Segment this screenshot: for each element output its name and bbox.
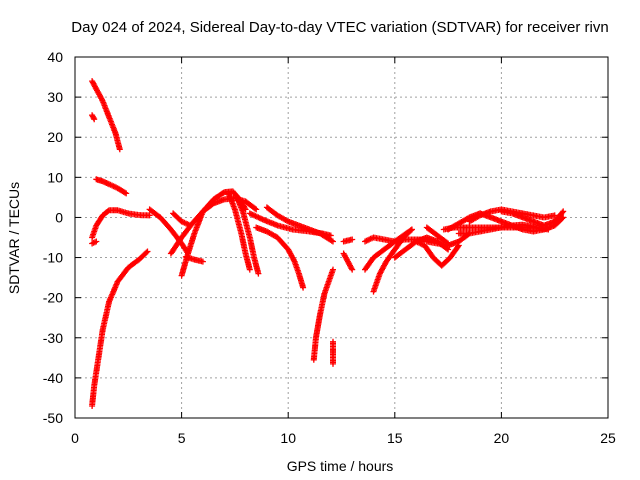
data-series-arc30 [477,210,547,235]
y-tick-label: -50 [43,410,63,426]
data-series-arc13 [234,194,262,277]
y-tick-label: 0 [55,209,63,225]
data-series-arc11 [170,210,194,229]
chart-title: Day 024 of 2024, Sidereal Day-to-day VTE… [71,19,608,36]
data-point [330,266,336,273]
data-point [408,226,415,233]
data-series-arc23 [362,226,415,273]
data-series-arc4 [89,248,151,409]
data-points [89,78,567,409]
data-point [121,189,128,196]
data-point [445,240,452,247]
data-series-arc19 [340,236,356,245]
y-axis-label: SDTVAR / TECUs [6,182,22,294]
data-series-arc31 [498,208,567,229]
plot-frame [74,56,609,419]
data-point [199,258,206,265]
data-point [477,210,484,217]
x-tick-label: 25 [600,430,616,446]
data-point [330,238,336,245]
data-series-arc17 [310,266,336,363]
x-tick-label: 0 [71,430,79,446]
data-point [443,239,450,246]
y-tick-label: -30 [43,330,63,346]
data-series-arc3 [93,176,130,197]
data-point [560,208,567,215]
x-axis-label: GPS time / hours [287,458,394,474]
y-tick-label: -20 [43,290,63,306]
y-tick-label: 20 [47,129,63,145]
data-point [253,206,260,213]
y-tick-label: -10 [43,250,63,266]
data-series-arc14 [253,224,307,291]
y-tick-label: 30 [47,89,63,105]
data-point [123,190,130,197]
data-point [146,212,153,219]
data-point [465,215,472,222]
data-point [93,238,100,245]
data-point [349,266,356,273]
data-series-arc20 [340,250,356,273]
data-point [330,360,336,367]
data-point [144,248,151,255]
y-tick-label: 10 [47,169,63,185]
data-series-arc12 [225,190,253,273]
data-point [143,249,150,256]
data-series-arc16 [263,204,336,245]
grid-lines [75,57,608,418]
data-series-arc18 [330,338,336,367]
y-tick-label: -40 [43,370,63,386]
data-point [99,96,105,103]
data-series-arc10 [182,253,206,265]
data-point [407,227,414,234]
data-series-arc2 [89,112,98,123]
y-tick-label: 40 [47,49,63,65]
data-point [300,284,307,291]
data-point [255,270,262,277]
data-point [252,205,258,212]
x-tick-label: 20 [494,430,510,446]
x-tick-label: 10 [280,430,296,446]
data-series-arc25 [413,238,462,269]
data-point [328,237,335,244]
x-tick-label: 5 [178,430,186,446]
data-point [187,222,194,229]
data-series-arc32 [445,210,484,233]
data-point [349,236,356,243]
data-series-arc1 [89,78,123,153]
data-point [91,116,98,123]
data-point [116,146,123,153]
x-tick-label: 15 [387,430,403,446]
data-series-arc33 [423,224,452,247]
data-point [559,209,566,216]
data-series-arc5 [89,207,153,241]
data-series-arc6 [89,238,100,247]
data-point [246,266,253,273]
data-point [348,265,355,272]
axis-ticks: 0 5 10 15 20 25 -50 -40 -30 -20 -10 0 10 20 30 40 [43,49,616,446]
